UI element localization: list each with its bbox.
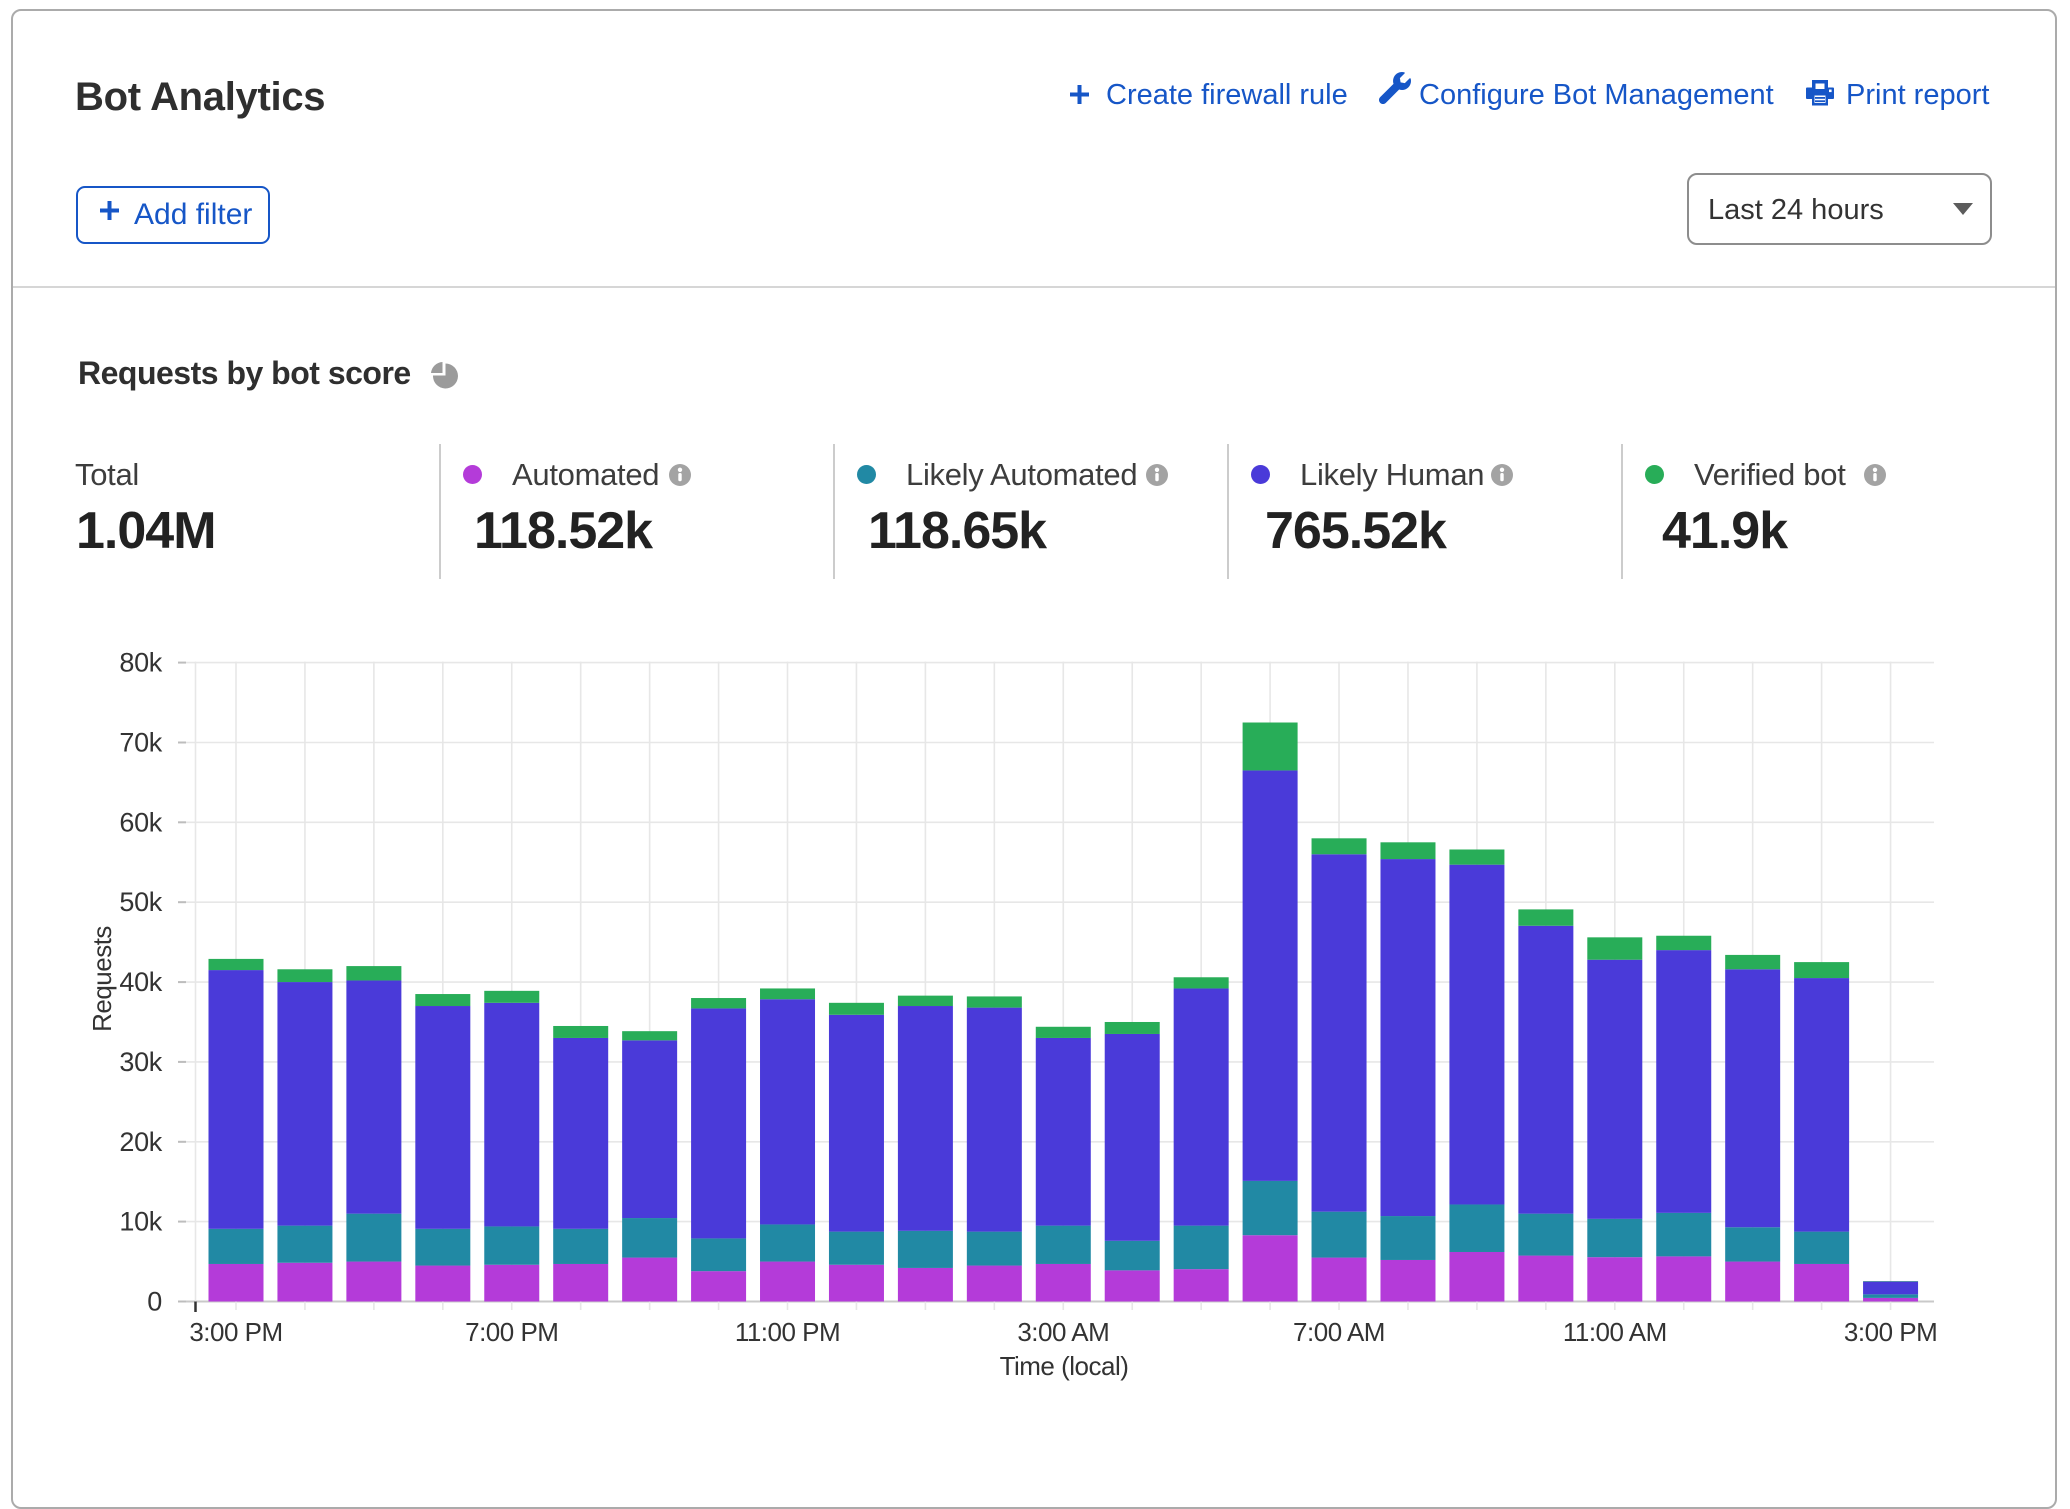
svg-text:11:00 AM: 11:00 AM	[1563, 1317, 1667, 1347]
svg-text:11:00 PM: 11:00 PM	[735, 1317, 840, 1347]
svg-text:20k: 20k	[119, 1127, 162, 1157]
svg-text:80k: 80k	[119, 648, 162, 678]
svg-text:3:00 AM: 3:00 AM	[1017, 1317, 1109, 1347]
svg-text:0: 0	[147, 1287, 162, 1317]
svg-text:70k: 70k	[119, 728, 162, 758]
svg-text:30k: 30k	[119, 1047, 162, 1077]
svg-text:10k: 10k	[119, 1207, 162, 1237]
svg-text:7:00 AM: 7:00 AM	[1293, 1317, 1385, 1347]
svg-text:40k: 40k	[119, 967, 162, 997]
svg-text:50k: 50k	[119, 887, 162, 917]
svg-text:Requests: Requests	[87, 926, 117, 1032]
svg-text:Time (local): Time (local)	[1000, 1351, 1129, 1381]
svg-text:3:00 PM: 3:00 PM	[1844, 1317, 1937, 1347]
svg-text:60k: 60k	[119, 807, 162, 837]
svg-text:3:00 PM: 3:00 PM	[189, 1317, 282, 1347]
svg-text:7:00 PM: 7:00 PM	[465, 1317, 558, 1347]
